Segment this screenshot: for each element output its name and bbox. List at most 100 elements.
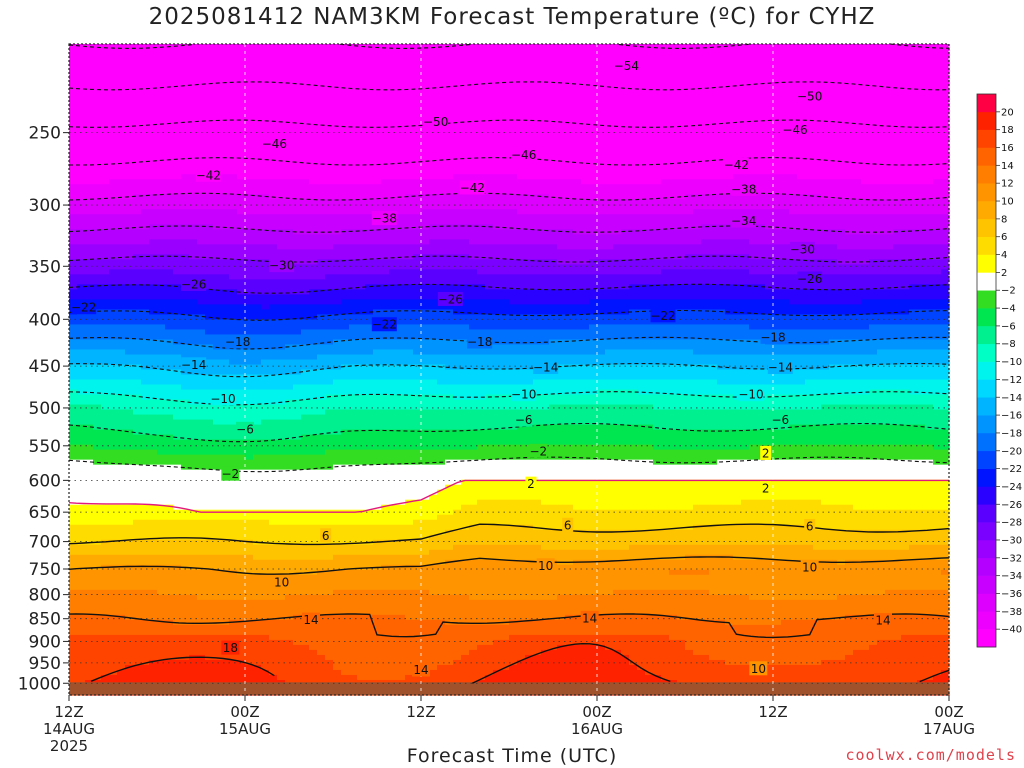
- temperature-cell: [197, 289, 206, 295]
- temperature-cell: [181, 49, 190, 55]
- temperature-cell: [285, 324, 294, 331]
- temperature-cell: [229, 299, 238, 305]
- temperature-cell: [349, 84, 358, 90]
- temperature-cell: [69, 534, 78, 541]
- temperature-cell: [165, 489, 174, 496]
- temperature-cell: [325, 664, 334, 671]
- temperature-cell: [77, 329, 86, 336]
- temperature-cell: [85, 119, 94, 125]
- temperature-cell: [317, 44, 326, 50]
- temperature-cell: [333, 459, 342, 466]
- temperature-cell: [317, 169, 326, 175]
- temperature-cell: [309, 324, 318, 331]
- temperature-cell: [357, 49, 366, 55]
- temperature-cell: [125, 129, 134, 135]
- temperature-cell: [341, 99, 350, 105]
- temperature-cell: [237, 389, 246, 396]
- temperature-cell: [317, 524, 326, 531]
- temperature-cell: [213, 499, 222, 506]
- temperature-cell: [133, 234, 142, 240]
- temperature-cell: [237, 199, 246, 205]
- temperature-cell: [165, 199, 174, 205]
- temperature-cell: [173, 334, 182, 341]
- temperature-cell: [301, 414, 310, 421]
- temperature-cell: [253, 154, 262, 160]
- temperature-cell: [125, 179, 134, 185]
- temperature-cell: [101, 114, 110, 120]
- temperature-cell: [357, 599, 366, 606]
- temperature-cell: [101, 269, 110, 275]
- temperature-cell: [101, 579, 110, 586]
- temperature-cell: [117, 454, 126, 461]
- temperature-cell: [205, 99, 214, 105]
- temperature-cell: [133, 399, 142, 406]
- temperature-cell: [141, 224, 150, 230]
- temperature-cell: [253, 74, 262, 80]
- temperature-cell: [253, 429, 262, 436]
- temperature-cell: [85, 404, 94, 411]
- temperature-cell: [229, 384, 238, 391]
- temperature-cell: [245, 189, 254, 195]
- temperature-cell: [333, 524, 342, 531]
- temperature-cell: [229, 614, 238, 621]
- temperature-cell: [69, 284, 78, 290]
- temperature-cell: [205, 429, 214, 436]
- temperature-cell: [69, 354, 78, 361]
- temperature-cell: [125, 644, 134, 651]
- temperature-cell: [221, 189, 230, 195]
- temperature-cell: [261, 374, 270, 381]
- temperature-cell: [277, 254, 286, 260]
- temperature-cell: [253, 579, 262, 586]
- temperature-cell: [133, 84, 142, 90]
- temperature-cell: [357, 339, 366, 346]
- temperature-cell: [285, 239, 294, 245]
- temperature-cell: [117, 369, 126, 376]
- temperature-cell: [197, 429, 206, 436]
- temperature-cell: [357, 669, 366, 676]
- temperature-cell: [245, 434, 254, 441]
- temperature-cell: [221, 484, 230, 491]
- temperature-cell: [325, 614, 334, 621]
- temperature-cell: [101, 284, 110, 290]
- temperature-cell: [221, 209, 230, 215]
- temperature-cell: [349, 109, 358, 115]
- temperature-cell: [125, 104, 134, 110]
- temperature-cell: [237, 44, 246, 50]
- temperature-cell: [237, 164, 246, 170]
- temperature-cell: [181, 674, 190, 681]
- temperature-cell: [149, 539, 158, 546]
- temperature-cell: [117, 264, 126, 270]
- temperature-cell: [77, 384, 86, 391]
- temperature-cell: [85, 229, 94, 235]
- temperature-cell: [229, 519, 238, 526]
- temperature-cell: [333, 194, 342, 200]
- temperature-cell: [197, 269, 206, 275]
- temperature-cell: [149, 294, 158, 300]
- temperature-cell: [109, 179, 118, 185]
- temperature-cell: [141, 504, 150, 511]
- temperature-cell: [325, 404, 334, 411]
- temperature-cell: [85, 579, 94, 586]
- temperature-cell: [101, 614, 110, 621]
- temperature-cell: [365, 489, 374, 496]
- temperature-cell: [317, 164, 326, 170]
- temperature-cell: [125, 394, 134, 401]
- temperature-cell: [181, 379, 190, 386]
- temperature-cell: [181, 604, 190, 611]
- temperature-cell: [93, 369, 102, 376]
- temperature-cell: [181, 69, 190, 75]
- temperature-cell: [149, 549, 158, 556]
- temperature-cell: [165, 604, 174, 611]
- temperature-cell: [165, 434, 174, 441]
- temperature-cell: [277, 674, 286, 681]
- temperature-cell: [269, 89, 278, 95]
- temperature-cell: [333, 674, 342, 681]
- temperature-cell: [349, 284, 358, 290]
- temperature-cell: [373, 154, 382, 160]
- temperature-cell: [213, 234, 222, 240]
- temperature-cell: [349, 354, 358, 361]
- temperature-cell: [229, 319, 238, 326]
- temperature-cell: [133, 599, 142, 606]
- temperature-cell: [285, 539, 294, 546]
- temperature-cell: [341, 564, 350, 571]
